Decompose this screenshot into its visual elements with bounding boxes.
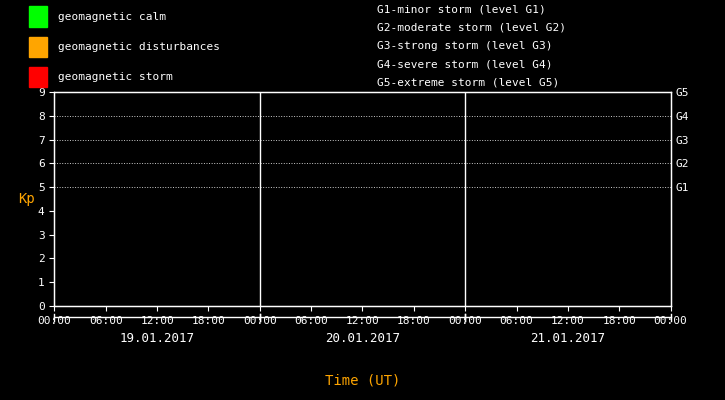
Bar xyxy=(29,67,47,88)
Text: G4-severe storm (level G4): G4-severe storm (level G4) xyxy=(377,59,552,69)
Text: 19.01.2017: 19.01.2017 xyxy=(120,332,194,346)
Text: G3-strong storm (level G3): G3-strong storm (level G3) xyxy=(377,41,552,51)
Text: G5-extreme storm (level G5): G5-extreme storm (level G5) xyxy=(377,78,559,88)
Text: G1-minor storm (level G1): G1-minor storm (level G1) xyxy=(377,4,546,14)
Text: geomagnetic calm: geomagnetic calm xyxy=(58,12,166,22)
Bar xyxy=(29,6,47,27)
Text: Kp: Kp xyxy=(18,192,35,206)
Text: 21.01.2017: 21.01.2017 xyxy=(531,332,605,346)
Text: 20.01.2017: 20.01.2017 xyxy=(325,332,400,346)
Text: Time (UT): Time (UT) xyxy=(325,373,400,387)
Text: geomagnetic disturbances: geomagnetic disturbances xyxy=(58,42,220,52)
Text: geomagnetic storm: geomagnetic storm xyxy=(58,72,173,82)
Text: G2-moderate storm (level G2): G2-moderate storm (level G2) xyxy=(377,22,566,33)
Bar xyxy=(29,37,47,57)
